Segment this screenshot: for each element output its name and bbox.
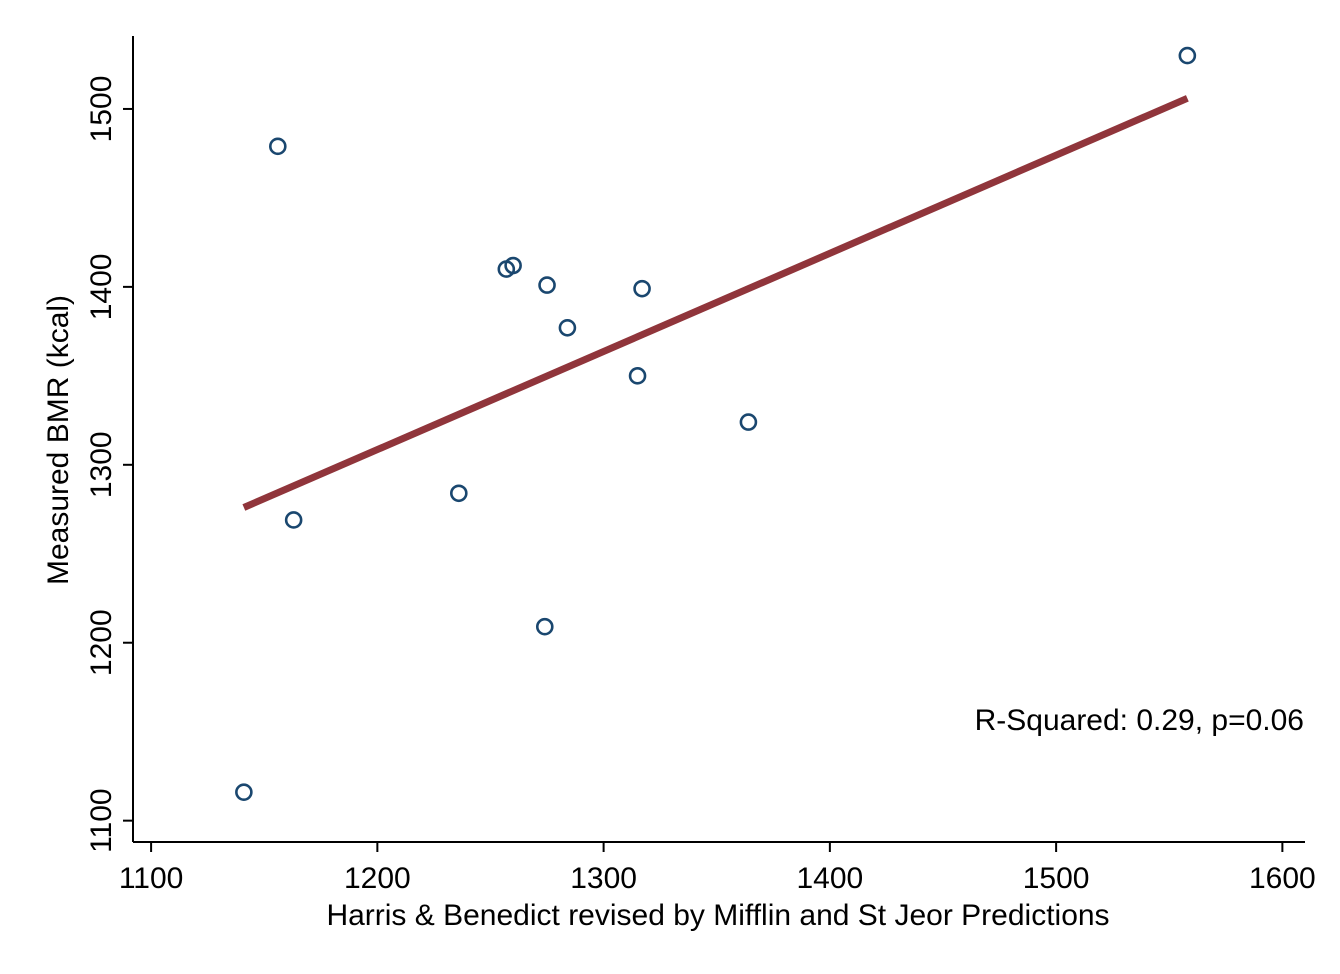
x-axis-ticks: 1100 1200 1300 1400 1500 1600 xyxy=(119,842,1316,895)
data-point xyxy=(633,279,651,298)
data-point xyxy=(284,511,303,529)
data-point xyxy=(739,413,758,431)
y-axis-title: Measured BMR (kcal) xyxy=(42,295,75,585)
data-point xyxy=(1178,46,1197,65)
x-tick-label: 1300 xyxy=(570,862,637,895)
data-point xyxy=(628,367,647,385)
data-point xyxy=(269,137,287,156)
chart-axes xyxy=(132,36,1305,843)
y-tick-label: 1500 xyxy=(85,76,118,143)
data-point xyxy=(450,484,468,503)
data-point xyxy=(535,617,554,636)
y-axis-ticks: 1100 1200 1300 1400 1500 xyxy=(85,76,133,853)
x-tick-label: 1200 xyxy=(344,862,411,895)
data-point xyxy=(504,256,522,275)
x-tick-label: 1400 xyxy=(796,862,863,895)
x-tick-label: 1500 xyxy=(1023,862,1090,895)
data-point xyxy=(538,276,556,294)
fit-line-group xyxy=(242,95,1189,511)
y-tick-label: 1300 xyxy=(85,431,118,498)
y-tick-label: 1200 xyxy=(85,609,118,676)
data-point xyxy=(558,318,577,337)
r-squared-annotation: R-Squared: 0.29, p=0.06 xyxy=(975,704,1304,737)
x-tick-label: 1600 xyxy=(1249,862,1316,895)
data-point xyxy=(235,783,253,801)
y-tick-label: 1400 xyxy=(85,253,118,320)
regression-fit-line xyxy=(242,95,1189,511)
x-tick-label: 1100 xyxy=(119,862,184,895)
x-axis-title: Harris & Benedict revised by Mifflin and… xyxy=(326,899,1109,932)
y-tick-label: 1100 xyxy=(85,788,118,853)
data-points xyxy=(235,46,1197,801)
